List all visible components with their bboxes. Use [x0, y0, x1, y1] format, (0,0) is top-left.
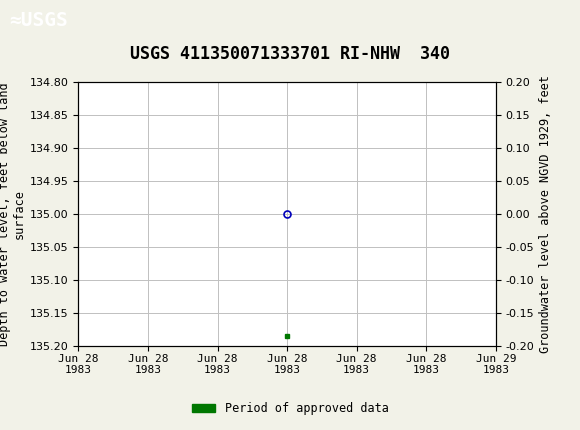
Y-axis label: Depth to water level, feet below land
surface: Depth to water level, feet below land su…	[0, 82, 26, 346]
Text: ≈USGS: ≈USGS	[9, 11, 67, 30]
Legend: Period of approved data: Period of approved data	[187, 397, 393, 420]
Y-axis label: Groundwater level above NGVD 1929, feet: Groundwater level above NGVD 1929, feet	[539, 75, 552, 353]
Text: USGS 411350071333701 RI-NHW  340: USGS 411350071333701 RI-NHW 340	[130, 45, 450, 63]
